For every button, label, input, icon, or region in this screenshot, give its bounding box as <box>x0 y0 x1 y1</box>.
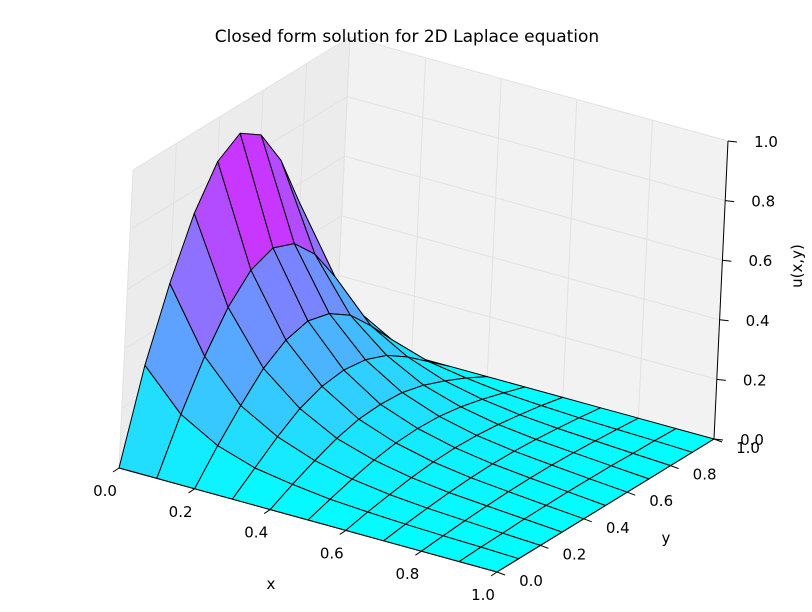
y-tick-label: 0.0 <box>519 572 543 590</box>
z-tick-label: 0.4 <box>746 312 770 330</box>
z-tick <box>727 140 738 143</box>
z-axis-label: u(x,y) <box>788 244 806 288</box>
y-axis-label: y <box>662 529 671 547</box>
x-tick <box>263 509 271 515</box>
gridline <box>347 96 726 202</box>
x-tick <box>188 488 195 494</box>
y-tick-label: 0.8 <box>693 466 717 484</box>
y-tick <box>540 544 549 549</box>
y-tick-label: 0.2 <box>562 545 586 563</box>
x-tick-label: 0.8 <box>395 565 419 583</box>
gridline <box>338 274 717 380</box>
chart-title: Closed form solution for 2D Laplace equa… <box>215 27 599 47</box>
axes-lines <box>112 140 738 577</box>
gridline <box>411 57 427 356</box>
z-tick-label: 0.0 <box>740 431 764 449</box>
y-tick <box>670 465 679 470</box>
gridline <box>637 120 653 419</box>
x-tick <box>490 571 498 577</box>
z-tick <box>725 200 735 203</box>
x-tick <box>339 529 347 535</box>
x-axis-label: x <box>267 575 276 593</box>
gridline <box>486 78 502 377</box>
y-tick-label: 0.4 <box>606 519 630 537</box>
z-tick-label: 1.0 <box>754 133 778 151</box>
y-tick <box>583 518 592 523</box>
z-tick <box>719 319 729 322</box>
x-tick <box>415 550 422 556</box>
surface-mesh <box>118 132 715 573</box>
z-tick-label: 0.2 <box>743 371 767 389</box>
z-tick <box>716 378 726 381</box>
y-tick-label: 1.0 <box>736 439 760 457</box>
gridline <box>132 36 351 171</box>
x-tick-label: 0.4 <box>244 524 268 542</box>
y-tick-label: 0.6 <box>649 492 673 510</box>
gridline <box>344 155 723 261</box>
pane-y1 <box>336 37 728 439</box>
x-tick <box>112 467 120 473</box>
gridline <box>349 36 729 142</box>
y-axis-line <box>496 438 715 573</box>
gridline <box>118 169 134 469</box>
x-tick-label: 1.0 <box>471 586 495 604</box>
x-tick-label: 0.6 <box>320 544 344 562</box>
x-axis-line <box>118 467 498 573</box>
tick-labels: 0.0 0.0 0.0 0.2 0.2 0.2 0.4 0.4 0.4 0.6 0.6 0.6 0.8 0… <box>93 133 778 604</box>
y-tick <box>496 571 506 576</box>
x-tick-label: 0.0 <box>93 482 117 500</box>
z-tick-label: 0.8 <box>751 193 775 211</box>
z-tick <box>722 259 732 262</box>
gridline <box>562 99 578 398</box>
z-tick-label: 0.6 <box>748 252 772 270</box>
gridline <box>341 215 720 321</box>
y-tick <box>713 438 723 443</box>
z-axis-line <box>713 140 729 440</box>
y-tick <box>627 491 636 496</box>
x-tick-label: 0.2 <box>169 503 193 521</box>
